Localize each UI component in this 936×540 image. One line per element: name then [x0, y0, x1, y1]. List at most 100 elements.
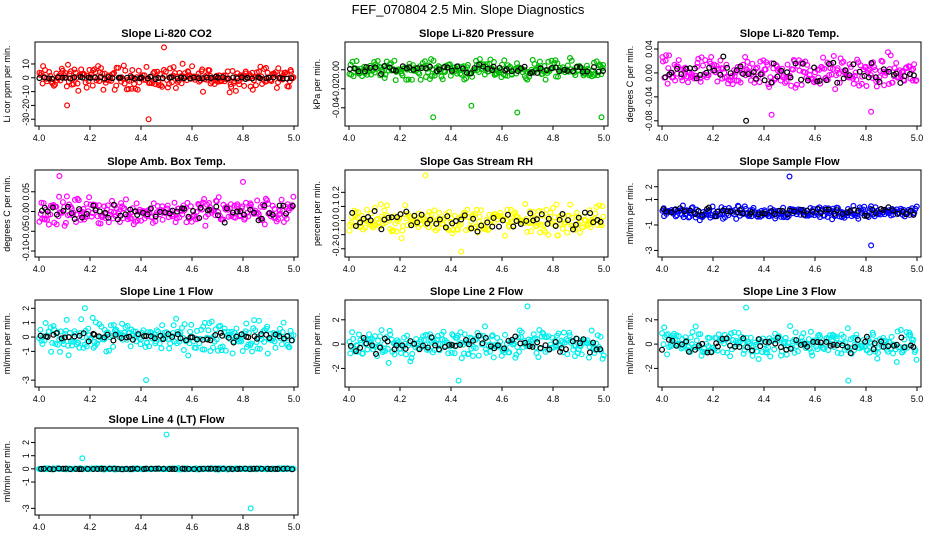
data-point — [475, 352, 482, 359]
data-point-outlier — [455, 377, 462, 384]
data-point — [113, 82, 120, 89]
data-point — [233, 325, 240, 332]
data-point — [694, 59, 701, 66]
data-point — [212, 332, 219, 339]
y-tick-label: -0.1 — [331, 227, 341, 243]
data-point — [270, 74, 277, 81]
data-point-outlier — [768, 111, 775, 118]
data-point — [547, 209, 554, 216]
data-point — [197, 335, 204, 342]
data-point — [252, 327, 259, 334]
data-point — [206, 206, 213, 213]
data-point — [752, 75, 759, 82]
data-point — [181, 205, 188, 212]
x-tick-label: 4.0 — [33, 522, 46, 532]
data-point — [878, 338, 885, 345]
y-tick-label: -3 — [21, 376, 31, 384]
data-point — [385, 359, 392, 366]
y-axis-label: ml/min per min. — [2, 313, 12, 375]
data-point — [471, 65, 478, 72]
data-point — [733, 215, 740, 222]
panel-title: Slope Line 4 (LT) Flow — [109, 414, 225, 426]
data-point — [521, 339, 528, 346]
data-point — [129, 336, 136, 343]
data-point — [390, 227, 397, 234]
data-point — [237, 212, 244, 219]
data-point — [792, 60, 799, 67]
data-point — [233, 333, 240, 340]
data-point — [218, 347, 225, 354]
data-point — [457, 70, 464, 77]
data-point — [187, 75, 194, 82]
data-point — [599, 203, 606, 210]
data-point — [470, 215, 477, 222]
data-point — [448, 67, 455, 74]
data-point — [684, 79, 691, 86]
data-point — [585, 354, 592, 361]
data-point — [266, 335, 273, 342]
data-point — [442, 224, 449, 231]
data-point — [846, 72, 853, 79]
data-point — [128, 215, 135, 222]
data-point — [781, 338, 788, 345]
data-point — [203, 72, 210, 79]
y-axis-label: kPa per min. — [312, 59, 322, 110]
data-point — [789, 66, 796, 73]
y-tick-label: -30 — [21, 113, 31, 126]
data-point — [566, 332, 573, 339]
data-point — [165, 331, 172, 338]
data-point — [854, 336, 861, 343]
data-point — [910, 211, 917, 218]
x-tick-label: 5.0 — [911, 264, 924, 274]
data-point — [530, 209, 537, 216]
data-point — [416, 70, 423, 77]
data-point — [560, 329, 567, 336]
data-point-outlier — [240, 178, 247, 185]
data-point — [194, 336, 201, 343]
y-axis-label: degrees C per min. — [625, 46, 635, 123]
x-tick-label: 4.0 — [343, 394, 356, 404]
data-point — [577, 64, 584, 71]
data-point — [889, 350, 896, 357]
x-tick-label: 4.4 — [135, 264, 148, 274]
data-point — [862, 63, 869, 70]
data-point — [808, 349, 815, 356]
data-point — [826, 72, 833, 79]
data-point — [280, 319, 287, 326]
data-point — [768, 79, 775, 86]
data-point — [164, 202, 171, 209]
data-point — [665, 65, 672, 72]
data-point — [56, 348, 63, 355]
data-point — [778, 67, 785, 74]
x-tick-label: 4.0 — [656, 264, 669, 274]
data-point — [482, 323, 489, 330]
data-point — [669, 337, 676, 344]
x-tick-label: 4.2 — [394, 133, 407, 143]
data-point — [272, 465, 279, 472]
data-point — [463, 75, 470, 82]
data-point — [228, 328, 235, 335]
data-point — [863, 82, 870, 89]
data-point — [105, 347, 112, 354]
data-point — [363, 64, 370, 71]
data-point — [863, 333, 870, 340]
data-point — [913, 356, 920, 363]
data-point — [196, 78, 203, 85]
data-point — [67, 75, 74, 82]
data-point — [53, 211, 60, 218]
data-point — [545, 215, 552, 222]
data-point — [135, 67, 142, 74]
data-point — [50, 323, 57, 330]
data-point — [470, 337, 477, 344]
data-point — [71, 74, 78, 81]
x-tick-label: 4.8 — [860, 394, 873, 404]
data-point — [868, 59, 875, 66]
data-point — [714, 343, 721, 350]
data-point — [159, 83, 166, 90]
plot-frame — [657, 41, 922, 127]
data-point — [472, 345, 479, 352]
x-tick-label: 4.6 — [496, 394, 509, 404]
data-point — [727, 353, 734, 360]
data-point — [597, 346, 604, 353]
x-tick-label: 4.6 — [186, 264, 199, 274]
